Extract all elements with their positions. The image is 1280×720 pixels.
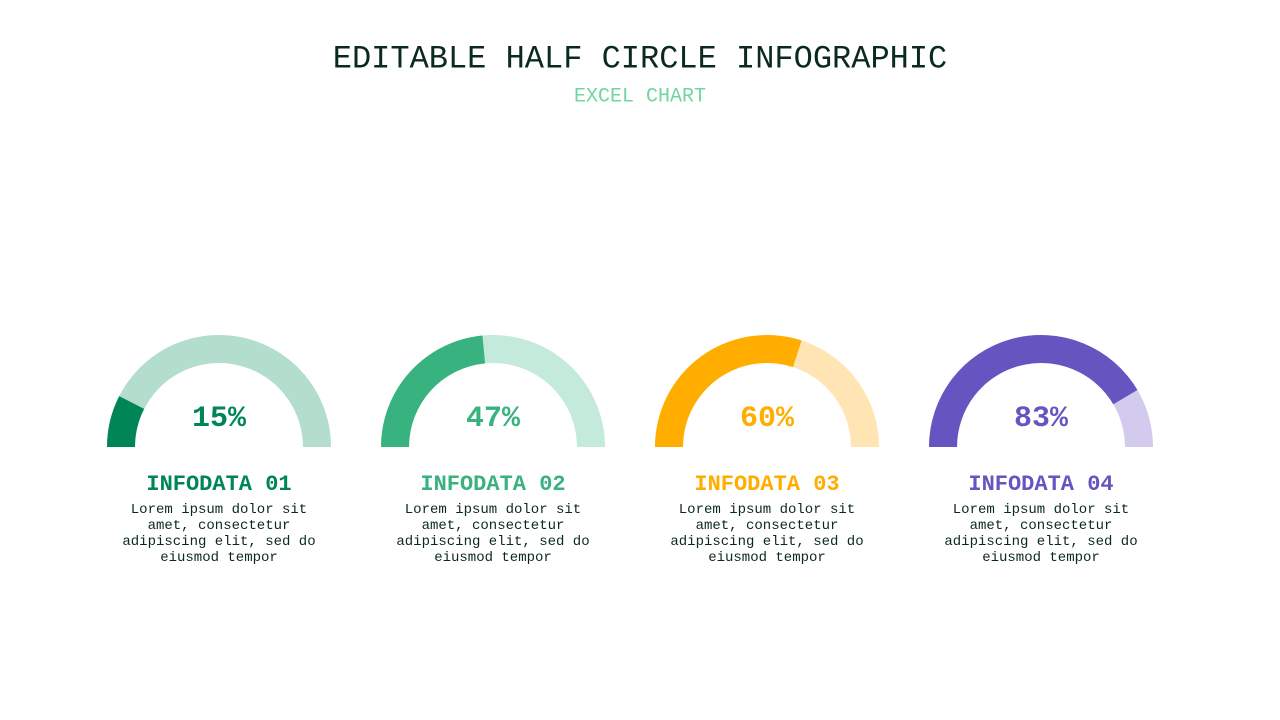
- subtitle: EXCEL CHART: [574, 85, 706, 108]
- gauge-track: [107, 335, 331, 447]
- gauge-value-label: 83%: [1014, 402, 1069, 436]
- gauge-value-label: 47%: [466, 402, 521, 436]
- gauge-description: Lorem ipsum dolor sit amet, consectetur …: [396, 502, 590, 566]
- gauge-value: [107, 396, 145, 447]
- gauge-value-label: 15%: [192, 402, 247, 436]
- gauge-title: INFODATA 01: [146, 472, 291, 497]
- gauge-description: Lorem ipsum dolor sit amet, consectetur …: [944, 502, 1138, 566]
- gauge-value: [655, 334, 802, 447]
- gauge-value: [929, 335, 1138, 447]
- gauge-value: [381, 335, 486, 447]
- gauge-description: Lorem ipsum dolor sit amet, consectetur …: [122, 502, 316, 566]
- gauge-value-label: 60%: [740, 402, 795, 436]
- gauge-description: Lorem ipsum dolor sit amet, consectetur …: [670, 502, 864, 566]
- gauge-title: INFODATA 02: [420, 472, 565, 497]
- title: EDITABLE HALF CIRCLE INFOGRAPHIC: [333, 40, 948, 77]
- gauge-title: INFODATA 03: [694, 472, 839, 497]
- gauge-title: INFODATA 04: [968, 472, 1113, 497]
